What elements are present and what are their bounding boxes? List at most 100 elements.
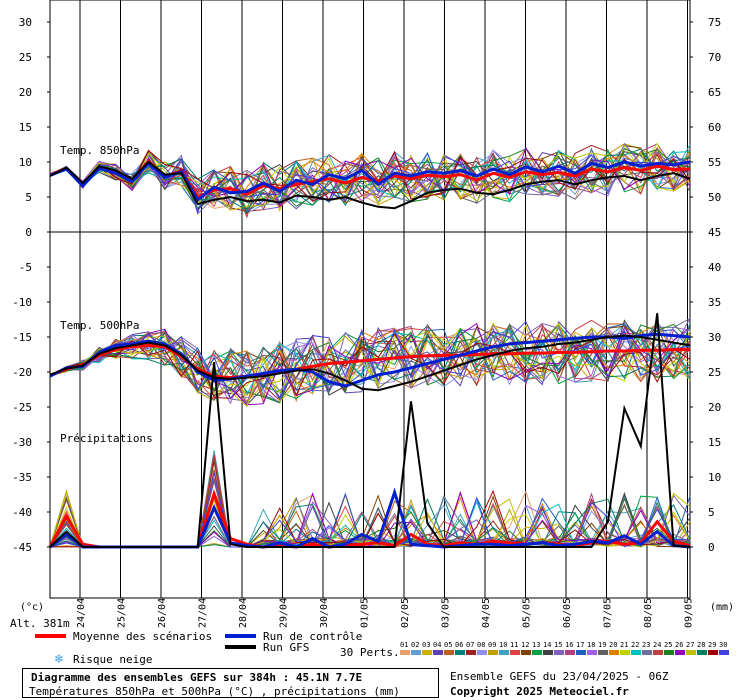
right-tick-label: 55: [708, 156, 721, 169]
copyright: Copyright 2025 Meteociel.fr: [450, 685, 629, 698]
member-label: 19: [598, 641, 606, 649]
right-tick-label: 45: [708, 226, 721, 239]
x-date-label: 06/05: [562, 598, 573, 628]
member-swatch: [532, 650, 542, 655]
series-line-t850: [49, 160, 691, 203]
right-tick-label: 25: [708, 366, 721, 379]
member-label: 04: [433, 641, 441, 649]
member-swatch: [499, 650, 509, 655]
legend-gfs-label: Run GFS: [263, 641, 309, 654]
member-line-t500: [49, 323, 691, 392]
member-line-t500: [49, 319, 691, 404]
member-swatch: [565, 650, 575, 655]
x-date-label: 08/05: [643, 598, 654, 628]
member-label: 15: [554, 641, 562, 649]
left-tick-label: 5: [25, 191, 32, 204]
left-tick-label: -15: [12, 331, 32, 344]
member-label: 06: [455, 641, 463, 649]
member-swatch: [543, 650, 553, 655]
right-tick-label: 10: [708, 471, 721, 484]
legend-mean-label: Moyenne des scénarios: [73, 630, 212, 643]
x-date-label: 05/05: [522, 598, 533, 628]
x-date-label: 02/05: [400, 598, 411, 628]
plot-area: [49, 0, 691, 599]
member-swatch: [675, 650, 685, 655]
member-label: 20: [609, 641, 617, 649]
member-label: 28: [697, 641, 705, 649]
member-label: 23: [642, 641, 650, 649]
left-tick-label: 25: [19, 51, 32, 64]
x-date-label: 03/05: [441, 598, 452, 628]
member-label: 07: [466, 641, 474, 649]
series-line-precip: [49, 313, 691, 548]
panel-label-t850: Temp. 850hPa: [60, 144, 139, 157]
member-label: 12: [521, 641, 529, 649]
snowflake-icon: ❄: [54, 652, 64, 666]
member-swatch: [664, 650, 674, 655]
left-tick-label: 0: [25, 226, 32, 239]
member-label: 08: [477, 641, 485, 649]
x-date-label: 27/04: [198, 598, 209, 628]
right-tick-label: 50: [708, 191, 721, 204]
member-swatch: [598, 650, 608, 655]
x-date-label: 04/05: [481, 598, 492, 628]
member-label: 18: [587, 641, 595, 649]
left-tick-label: 15: [19, 121, 32, 134]
legend-snow-label: Risque neige: [73, 653, 152, 666]
member-line-t500: [49, 323, 691, 395]
x-date-label: 25/04: [117, 598, 128, 628]
member-swatch: [477, 650, 487, 655]
series-line-t850: [49, 160, 691, 210]
left-tick-label: -5: [19, 261, 32, 274]
series-line-t500: [49, 343, 690, 380]
member-swatch: [510, 650, 520, 655]
member-swatch: [697, 650, 707, 655]
member-swatch: [466, 650, 476, 655]
run-info: Ensemble GEFS du 23/04/2025 - 06Z: [450, 670, 669, 683]
member-swatch: [642, 650, 652, 655]
member-label: 27: [686, 641, 694, 649]
panel-label-precip: Précipitations: [60, 432, 153, 445]
x-date-label: 28/04: [238, 598, 249, 628]
member-line-t500: [49, 322, 691, 404]
member-line-t850: [49, 151, 691, 205]
right-tick-label: 0: [708, 541, 715, 554]
member-label: 10: [499, 641, 507, 649]
right-tick-label: 60: [708, 121, 721, 134]
series-line-t500: [49, 334, 691, 392]
right-tick-label: 40: [708, 261, 721, 274]
right-tick-label: 5: [708, 506, 715, 519]
member-swatch: [631, 650, 641, 655]
member-label: 13: [532, 641, 540, 649]
member-swatch: [609, 650, 619, 655]
right-tick-label: 30: [708, 331, 721, 344]
altitude-label: Alt. 381m: [10, 617, 70, 630]
member-swatch: [433, 650, 443, 655]
left-tick-label: -35: [12, 471, 32, 484]
member-swatch: [411, 650, 421, 655]
member-swatch: [708, 650, 718, 655]
member-swatch: [587, 650, 597, 655]
x-date-label: 07/05: [603, 598, 614, 628]
member-label: 24: [653, 641, 661, 649]
member-label: 26: [675, 641, 683, 649]
x-date-label: 09/05: [684, 598, 695, 628]
right-unit-label: (mm): [710, 602, 734, 613]
member-label: 11: [510, 641, 518, 649]
member-line-t850: [49, 149, 691, 202]
member-swatch: [444, 650, 454, 655]
panel-label-t500: Temp. 500hPa: [60, 319, 139, 332]
right-tick-label: 35: [708, 296, 721, 309]
left-tick-label: -45: [12, 541, 32, 554]
right-tick-label: 15: [708, 436, 721, 449]
left-tick-label: -25: [12, 401, 32, 414]
member-swatch: [686, 650, 696, 655]
member-swatch: [488, 650, 498, 655]
right-tick-label: 20: [708, 401, 721, 414]
member-label: 01: [400, 641, 408, 649]
left-tick-label: 20: [19, 86, 32, 99]
member-swatch: [653, 650, 663, 655]
member-swatch: [719, 650, 729, 655]
left-tick-label: 30: [19, 16, 32, 29]
legend-perts-label: 30 Perts.: [340, 646, 400, 659]
